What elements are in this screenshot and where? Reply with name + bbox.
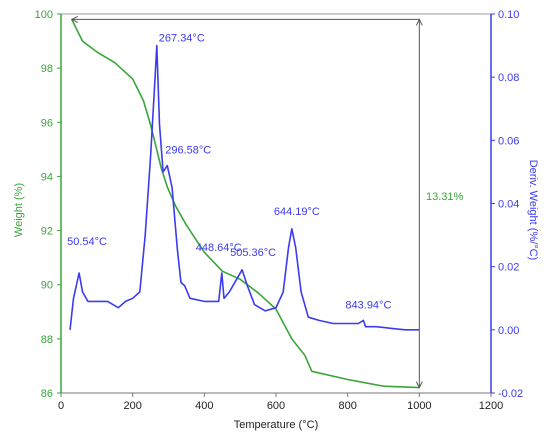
- y-right-tick-label: 0.00: [498, 325, 519, 337]
- x-tick-label: 800: [338, 400, 356, 412]
- y-right-tick-label: 0.02: [498, 262, 519, 274]
- peak-label: 505.36°C: [230, 247, 276, 259]
- weight-loss-arrow-left: [70, 15, 78, 23]
- y-left-tick-label: 86: [41, 388, 53, 400]
- y-right-axis-title: Deriv. Weight (%/°C): [527, 160, 539, 261]
- y-right-tick-label: 0.04: [498, 199, 519, 211]
- series-layer: [69, 19, 420, 389]
- x-tick-label: 1200: [479, 400, 503, 412]
- peak-label: 448.64°C: [196, 242, 242, 254]
- peak-label: 843.94°C: [345, 299, 391, 311]
- axes: 0 200 400 600 800 1000 1200 86 88 90 92 94 96 98 100 -0…: [35, 9, 523, 412]
- y-left-axis-title: Weight (%): [13, 183, 25, 237]
- deriv-weight-curve: [69, 44, 420, 331]
- axis-titles: Temperature (°C) Weight (%) Deriv. Weigh…: [13, 160, 539, 431]
- y-right-tick-label: 0.06: [498, 135, 519, 147]
- y-right-tick-label: -0.02: [498, 388, 523, 400]
- y-left-tick-label: 94: [41, 171, 53, 183]
- y-right-tick-label: 0.08: [498, 72, 519, 84]
- y-left-tick-label: 100: [35, 9, 53, 21]
- plot-area: [60, 13, 492, 394]
- x-axis-title: Temperature (°C): [234, 419, 318, 431]
- y-left-tick-label: 92: [41, 226, 53, 238]
- peak-label: 644.19°C: [274, 206, 320, 218]
- weight-curve: [71, 19, 420, 389]
- y-left-tick-label: 90: [41, 280, 53, 292]
- y-left-tick-label: 88: [41, 334, 53, 346]
- x-tick-label: 200: [123, 400, 141, 412]
- peak-label: 50.54°C: [67, 236, 107, 248]
- peak-label: 267.34°C: [159, 33, 205, 45]
- peak-label: 296.58°C: [165, 145, 211, 157]
- y-left-tick-label: 98: [41, 63, 53, 75]
- y-right-tick-label: 0.10: [498, 9, 519, 21]
- x-tick-label: 0: [58, 400, 64, 412]
- weight-loss-arrow-bottom: [415, 381, 423, 389]
- y-left-tick-label: 96: [41, 117, 53, 129]
- x-tick-label: 600: [267, 400, 285, 412]
- weight-loss-label: 13.31%: [426, 191, 464, 203]
- x-tick-label: 400: [195, 400, 213, 412]
- plot-frame: [60, 13, 492, 394]
- weight-loss-arrow-top: [415, 18, 423, 26]
- x-tick-label: 1000: [407, 400, 431, 412]
